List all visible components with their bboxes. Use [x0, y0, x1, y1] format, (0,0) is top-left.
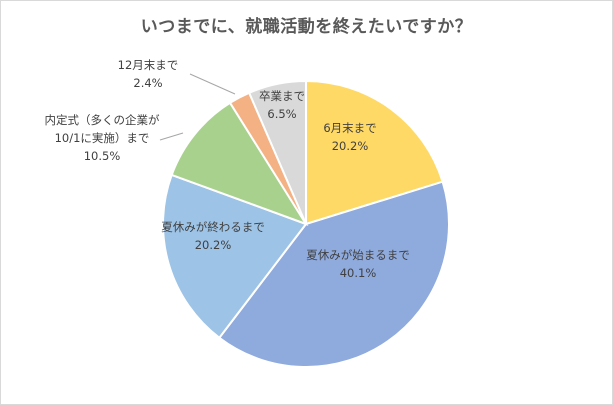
slice-value-label: 40.1%	[340, 266, 377, 280]
slice-value-label: 6.5%	[267, 107, 296, 121]
slice-category-label: 卒業まで	[259, 89, 305, 103]
pie-slice-1	[305, 79, 444, 226]
slice-category-label: 夏休みが終わるまで	[161, 220, 265, 234]
slice-category-label: 夏休みが始まるまで	[306, 248, 410, 262]
chart-title: いつまでに、就職活動を終えたいですか？	[140, 17, 473, 37]
slice-value-label: 20.2%	[195, 238, 232, 252]
slice-category-label: 内定式（多くの企業が	[45, 113, 160, 127]
slice-value-label: 2.4%	[133, 76, 162, 90]
slice-value-label: 10.5%	[84, 149, 121, 163]
data-label-3: 夏休みが終わるまで 20.2%	[161, 220, 265, 252]
leader-line-4	[159, 132, 184, 141]
leader-line-5	[189, 73, 236, 95]
slice-category-label: 12月末まで	[118, 58, 179, 72]
slice-category-label: 10/1に実施）まで	[55, 131, 150, 145]
pie-slice-4	[170, 101, 309, 226]
pie-slices	[162, 79, 450, 368]
pie-slice-2	[217, 180, 450, 368]
slice-category-label: 6月末まで	[323, 121, 376, 135]
data-label-6: 卒業まで 6.5%	[259, 89, 305, 121]
data-label-4: 内定式（多くの企業が 10/1に実施）まで 10.5%	[45, 113, 184, 163]
data-label-1: 6月末まで 20.2%	[323, 121, 376, 153]
slice-value-label: 20.2%	[332, 139, 369, 153]
pie-slice-6	[247, 79, 307, 225]
data-label-5: 12月末まで 2.4%	[118, 58, 236, 95]
pie-slice-3	[162, 173, 308, 340]
data-label-2: 夏休みが始まるまで 40.1%	[306, 248, 410, 280]
